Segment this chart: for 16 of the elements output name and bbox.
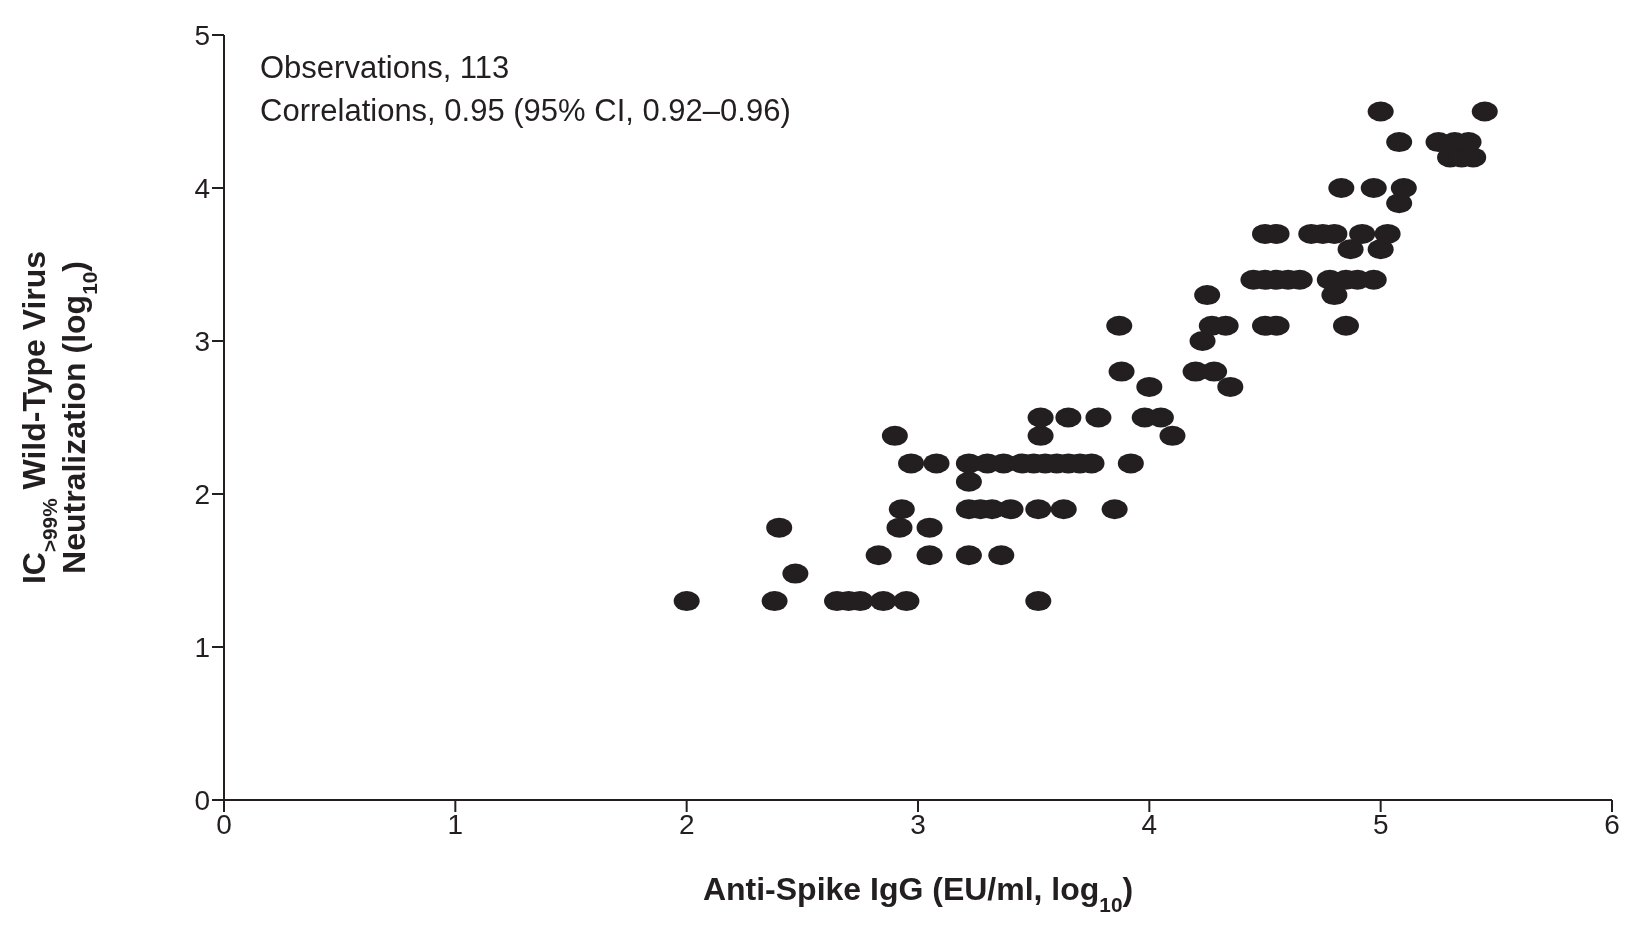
y-tick-label: 3: [194, 325, 210, 357]
y-tick-label: 2: [194, 478, 210, 510]
x-tick-label: 2: [678, 808, 695, 840]
y-tick-label: 1: [194, 631, 210, 663]
x-tick-label: 3: [910, 808, 926, 840]
x-axis-title: Anti-Spike IgG (EU/ml, log$_{10}$): [702, 871, 1134, 916]
x-tick-label: 6: [1604, 808, 1620, 840]
annotation: Observations, 113: [260, 50, 510, 86]
y-tick-label: 5: [194, 19, 210, 51]
x-tick-label: 0: [216, 808, 232, 840]
x-tick-label: 1: [447, 808, 464, 840]
annotation: Correlations, 0.95 (95% CI, 0.92–0.96): [260, 93, 791, 129]
y-tick-label: 4: [194, 172, 210, 204]
x-tick-label: 5: [1372, 808, 1389, 840]
x-tick-label: 4: [1141, 808, 1158, 840]
y-tick-label: 0: [194, 784, 210, 816]
